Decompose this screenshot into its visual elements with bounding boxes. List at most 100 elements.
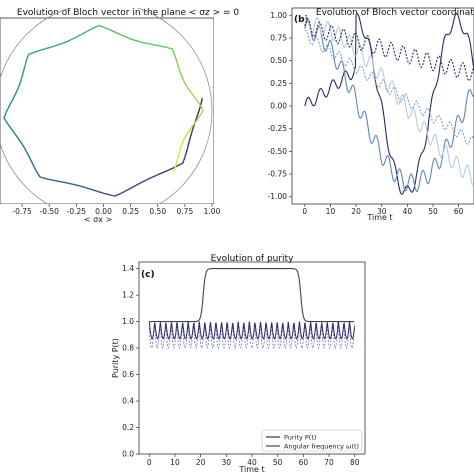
panel-c-ytick-label-5: 1.0 <box>122 317 134 326</box>
trajectory-segment-17 <box>176 163 182 167</box>
trajectory-segment-76 <box>19 79 22 84</box>
panel-c-ytick-label-1: 0.2 <box>122 423 134 432</box>
trajectory-segment-64 <box>7 123 12 129</box>
trajectory-segment-90 <box>58 42 63 46</box>
trajectory-segment-37 <box>93 189 98 193</box>
trajectory-segment-10 <box>188 136 192 141</box>
trajectory-segment-32 <box>116 192 122 196</box>
trajectory-segment-126 <box>184 83 189 88</box>
panel-c-xtick-label-8: 80 <box>350 458 360 467</box>
panel-c-ytick-label-6: 1.2 <box>122 291 134 300</box>
panel-a-xtick-label-2: -0.25 <box>67 207 87 216</box>
panel-b-label: (b) <box>294 15 309 25</box>
trajectory-segment-139 <box>186 130 190 135</box>
trajectory-segment-11 <box>187 140 191 145</box>
panel-b-series-2 <box>304 15 474 186</box>
trajectory-segment-108 <box>132 39 138 42</box>
trajectory-segment-75 <box>18 83 21 88</box>
panel-b-ytick-label-0: -1.00 <box>268 192 288 201</box>
trajectory-segment-55 <box>27 154 31 159</box>
trajectory-segment-92 <box>66 39 71 43</box>
trajectory-segment-69 <box>7 104 11 109</box>
trajectory-segment-7 <box>192 125 195 130</box>
trajectory-segment-99 <box>94 24 100 29</box>
panel-b-xtick-label-1: 10 <box>326 207 336 216</box>
trajectory-segment-62 <box>12 130 17 136</box>
trajectory-segment-94 <box>73 35 79 39</box>
trajectory-segment-25 <box>144 178 149 182</box>
panel-a-xtick-label-1: -0.50 <box>40 207 60 216</box>
trajectory-segment-14 <box>184 152 188 157</box>
trajectory-segment-72 <box>13 93 17 98</box>
panel-b-ticks: 0 10 20 30 40 50 60 -1.00 -0.75 -0.50 -0.25 0.00 0.2… <box>268 11 464 216</box>
trajectory-segment-13 <box>185 148 189 153</box>
trajectory-segment-88 <box>49 45 55 49</box>
panel-b-series <box>304 12 474 195</box>
trajectory-segment-96 <box>81 31 87 35</box>
panel-c-xtick-label-0: 0 <box>147 458 152 467</box>
panel-b-series-4 <box>304 29 474 145</box>
trajectory-segment-97 <box>85 29 91 33</box>
legend-box <box>261 429 363 452</box>
panel-b-ytick-label-6: 0.50 <box>270 56 287 65</box>
trajectory-segment-81 <box>24 59 28 65</box>
trajectory-segment-91 <box>62 41 67 44</box>
trajectory-segment-111 <box>145 42 150 45</box>
panel-b-ytick-label-3: -0.25 <box>268 124 288 133</box>
trajectory-segment-3 <box>197 110 200 115</box>
panel-c-ytick-label-3: 0.6 <box>122 370 134 379</box>
panel-b-xtick-label-3: 30 <box>377 207 387 216</box>
trajectory-segment-137 <box>191 123 195 128</box>
panel-c-ticks: 0 10 20 30 40 50 60 70 80 0.0 0.2 0.4 0.6 0.8 1.0 1.2 1.… <box>122 264 360 467</box>
trajectory-segment-42 <box>72 183 77 186</box>
trajectory-segment-138 <box>188 127 193 132</box>
trajectory-segment-15 <box>183 155 186 161</box>
trajectory-segment-118 <box>173 54 177 59</box>
panel-b-series-0 <box>304 12 474 195</box>
trajectory-segment-93 <box>69 37 75 41</box>
trajectory-segment-52 <box>32 165 37 170</box>
trajectory-segment-128 <box>189 90 193 95</box>
unit-circle <box>0 8 213 204</box>
trajectory-segment-79 <box>22 68 25 73</box>
bloch-trajectory <box>3 24 205 197</box>
trajectory-segment-26 <box>140 180 146 184</box>
trajectory-segment-71 <box>11 96 15 102</box>
trajectory-segment-70 <box>9 100 13 105</box>
trajectory-segment-24 <box>148 176 153 180</box>
trajectory-segment-0 <box>200 98 203 103</box>
trajectory-segment-132 <box>199 104 204 110</box>
panel-c-frame <box>138 261 366 455</box>
panel-a-xtick-label-7: 1.00 <box>204 207 221 216</box>
trajectory-segment-41 <box>76 184 81 187</box>
legend-label-1: Angular frequency ω(t) <box>284 442 359 450</box>
panel-b-ytick-label-4: 0.00 <box>270 102 287 111</box>
panel-c: Evolution of purity (c) 0 10 20 30 40 50 60 70 8… <box>111 254 366 474</box>
panel-c-xtick-label-2: 20 <box>196 458 206 467</box>
panel-b-ytick-label-8: 1.00 <box>270 11 287 20</box>
panel-c-xtick-label-6: 60 <box>299 458 309 467</box>
panel-b-xtick-label-6: 60 <box>454 207 464 216</box>
trajectory-segment-57 <box>23 147 27 152</box>
trajectory-segment-120 <box>176 62 180 67</box>
trajectory-segment-113 <box>154 44 160 47</box>
panel-a: Evolution of Bloch vector in the plane <… <box>0 8 239 224</box>
panel-a-frame <box>0 17 214 204</box>
trajectory-segment-127 <box>186 87 191 92</box>
trajectory-segment-16 <box>181 160 185 165</box>
trajectory-segment-22 <box>156 172 161 177</box>
trajectory-segment-65 <box>5 120 9 125</box>
panel-b-xtick-label-2: 20 <box>351 207 361 216</box>
panel-b-series-1 <box>304 19 474 193</box>
trajectory-segment-9 <box>189 132 193 137</box>
trajectory-segment-80 <box>23 64 27 69</box>
panel-c-xlabel: Time t <box>238 465 264 474</box>
trajectory-segment-63 <box>10 127 14 132</box>
trajectory-segment-143 <box>180 143 183 148</box>
trajectory-segment-85 <box>36 49 42 53</box>
trajectory-segment-124 <box>181 77 185 82</box>
panel-c-xtick-label-4: 40 <box>247 458 257 467</box>
trajectory-segment-36 <box>97 190 103 194</box>
trajectory-segment-134 <box>198 112 203 118</box>
trajectory-segment-147 <box>175 158 179 164</box>
